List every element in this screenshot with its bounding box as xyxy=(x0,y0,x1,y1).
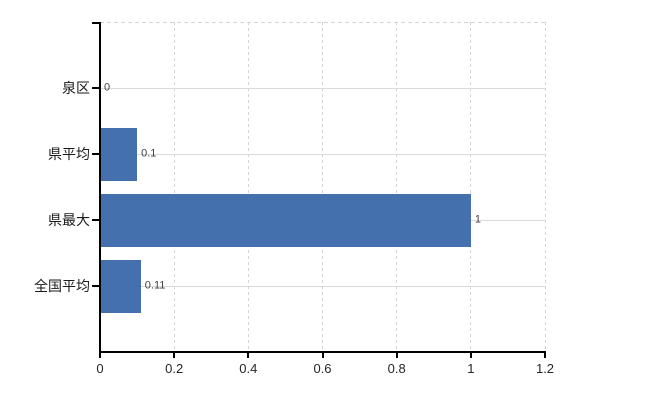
bar xyxy=(100,127,138,181)
vertical-gridline xyxy=(247,22,249,352)
y-axis-tick xyxy=(92,153,100,155)
bar-value-label: 1 xyxy=(474,213,481,226)
y-axis-top-tick xyxy=(92,22,100,24)
y-axis-tick xyxy=(92,285,100,287)
category-label: 県平均 xyxy=(48,146,90,162)
x-axis-tick-label: 1.2 xyxy=(535,361,555,376)
x-axis-tick xyxy=(544,351,546,358)
category-gridline xyxy=(100,87,545,89)
category-gridline xyxy=(100,153,545,155)
category-gridline xyxy=(100,285,545,287)
y-axis-line xyxy=(99,22,101,353)
plot-area: 0 0.1 1 0.11 xyxy=(100,22,546,352)
x-axis-tick xyxy=(395,351,398,358)
category-label: 全国平均 xyxy=(34,278,90,294)
x-axis-tick-label: 1 xyxy=(467,361,475,376)
bar xyxy=(100,259,141,313)
bar-value-label: 0.1 xyxy=(141,147,157,160)
x-axis-tick-label: 0.2 xyxy=(165,361,184,376)
vertical-gridline xyxy=(396,22,398,352)
vertical-gridline xyxy=(544,22,546,352)
vertical-gridline xyxy=(173,22,175,352)
x-axis-tick xyxy=(99,351,101,358)
category-label: 県最大 xyxy=(48,212,90,228)
bar xyxy=(100,193,471,247)
x-axis-tick xyxy=(173,351,176,358)
x-axis-tick xyxy=(321,351,324,358)
x-axis-tick-label: 0.8 xyxy=(387,361,406,376)
x-axis-tick-label: 0.4 xyxy=(239,361,258,376)
bar-value-label: 0 xyxy=(104,81,111,94)
x-axis-tick-label: 0 xyxy=(96,361,104,376)
vertical-gridline xyxy=(470,22,472,352)
x-axis-tick xyxy=(469,351,472,358)
vertical-gridline xyxy=(322,22,323,352)
y-axis-tick xyxy=(92,219,100,221)
x-axis-tick-label: 0.6 xyxy=(313,361,332,376)
bar-value-label: 0.11 xyxy=(144,279,166,292)
category-label: 泉区 xyxy=(62,80,90,96)
y-axis-tick xyxy=(92,87,100,89)
x-axis-tick xyxy=(247,351,250,358)
